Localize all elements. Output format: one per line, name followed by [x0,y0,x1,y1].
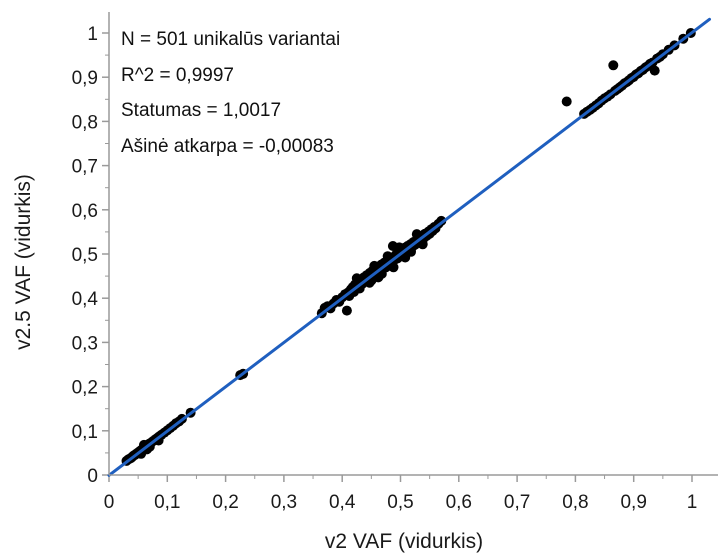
data-point [394,242,405,253]
data-point [608,60,619,71]
x-tick-label: 0,9 [620,492,646,513]
x-tick-label: 0 [104,492,115,513]
data-point [417,239,428,250]
data-point [369,260,380,271]
y-tick-labels: 0 0,1 0,2 0,3 0,4 0,5 0,6 0,7 0,8 0,9 1 [72,24,99,487]
y-tick-label: 0,4 [72,289,99,310]
x-tick-label: 0,1 [154,492,180,513]
data-point [649,65,660,76]
x-tick-label: 0,5 [387,492,413,513]
x-tick-label: 0,7 [504,492,530,513]
y-tick-label: 0 [87,466,98,487]
fit-line [107,17,711,477]
x-tick-label: 1 [687,492,698,513]
data-point [561,96,572,107]
stats-annotations: N = 501 unikalūs variantai R^2 = 0,9997 … [121,29,340,157]
y-tick-label: 1 [87,24,98,45]
y-tick-label: 0,2 [72,378,98,399]
annotation-slope: Statumas = 1,0017 [121,100,281,121]
x-tick-labels: 0 0,1 0,2 0,3 0,4 0,5 0,6 0,7 0,8 0,9 1 [104,492,698,513]
data-point [382,251,393,262]
x-tick-label: 0,3 [271,492,297,513]
data-point [411,229,422,240]
y-tick-label: 0,9 [72,68,98,89]
data-point [388,262,399,273]
annotation-intercept: Ašinė atkarpa = -0,00083 [121,136,334,157]
annotation-r2: R^2 = 0,9997 [121,65,234,86]
y-tick-label: 0,3 [72,333,98,354]
y-tick-label: 0,6 [72,201,98,222]
annotation-n: N = 501 unikalūs variantai [121,29,340,50]
data-point [351,273,362,284]
y-tick-label: 0,8 [72,112,98,133]
x-tick-label: 0,4 [329,492,356,513]
x-tick-label: 0,6 [446,492,472,513]
x-tick-label: 0,8 [562,492,588,513]
x-tick-label: 0,2 [212,492,238,513]
x-axis-title: v2 VAF (vidurkis) [325,530,483,553]
y-tick-label: 0,7 [72,157,98,178]
data-point [341,305,352,316]
y-tick-label: 0,5 [72,245,98,266]
y-tick-label: 0,1 [72,422,98,443]
y-axis-title: v2.5 VAF (vidurkis) [12,174,35,350]
data-point [373,272,384,283]
